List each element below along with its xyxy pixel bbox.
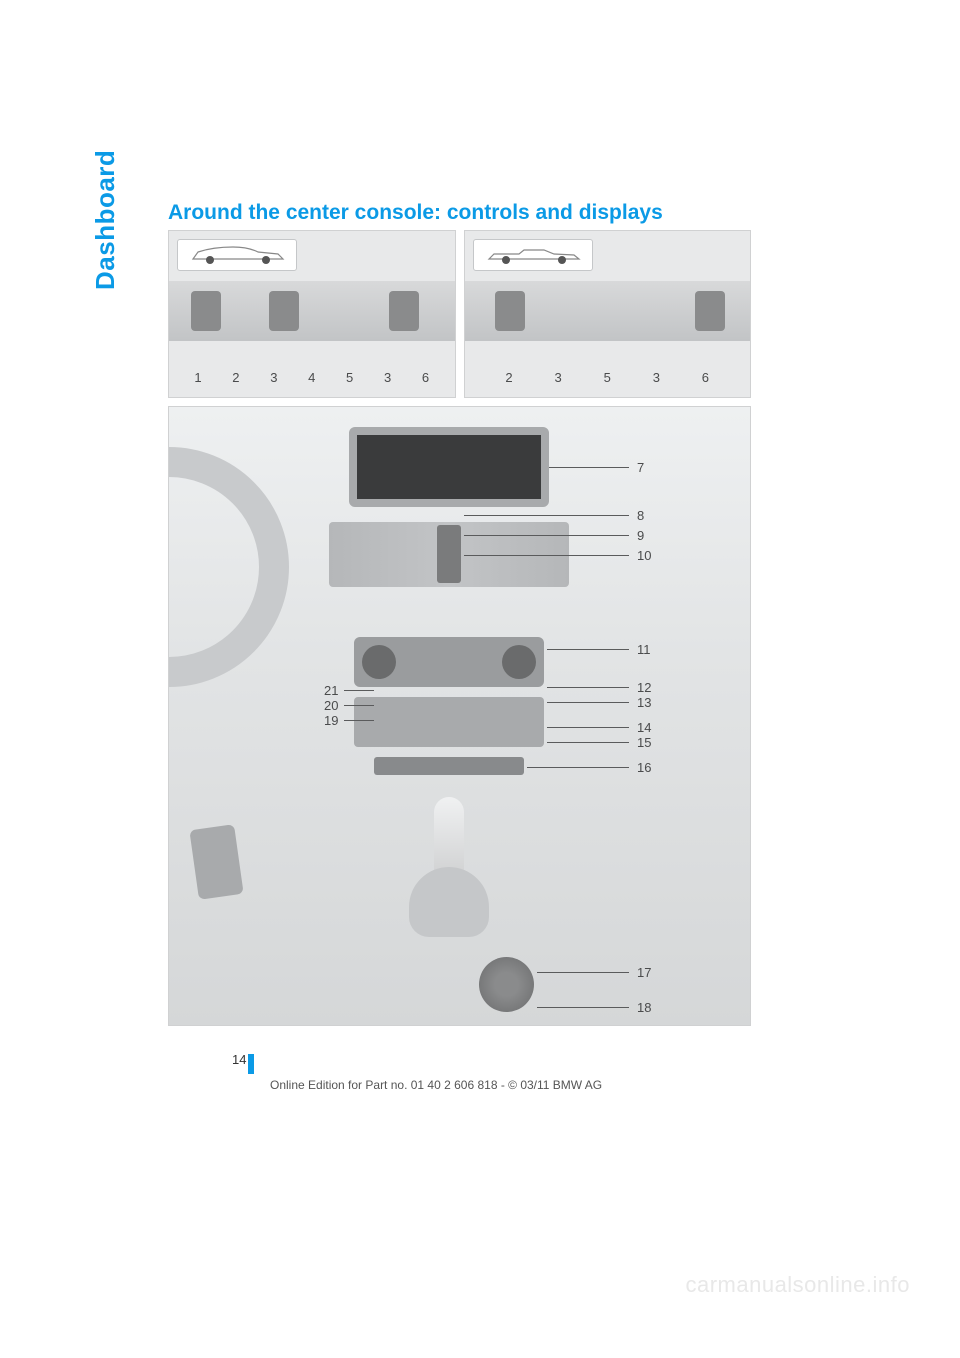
callout-row-top-left: 1 2 3 4 5 3 6 [169, 370, 455, 385]
callout-label-12: 12 [637, 680, 651, 695]
top-panel-coupe: 1 2 3 4 5 3 6 [168, 230, 456, 398]
footer-text: Online Edition for Part no. 01 40 2 606 … [270, 1078, 602, 1092]
vent-block [191, 291, 221, 331]
callout-num: 5 [346, 370, 353, 385]
climate-control-panel [354, 637, 544, 687]
callout-label-21: 21 [324, 683, 338, 698]
callout-num: 3 [653, 370, 660, 385]
climate-knob-right [502, 645, 536, 679]
gear-base [409, 867, 489, 937]
page-number-block: 14 [232, 1052, 254, 1074]
top-panel-convertible: 2 3 5 3 6 [464, 230, 752, 398]
callout-label-20: 20 [324, 698, 338, 713]
callout-num: 3 [270, 370, 277, 385]
callout-label-15: 15 [637, 735, 651, 750]
callout-num: 2 [232, 370, 239, 385]
lower-button-row [374, 757, 524, 775]
callout-line [464, 555, 629, 556]
callout-line [464, 515, 629, 516]
vent-block [389, 291, 419, 331]
figure-container: 1 2 3 4 5 3 6 2 3 [168, 230, 751, 1026]
figure-top-row: 1 2 3 4 5 3 6 2 3 [168, 230, 751, 398]
steering-wheel [168, 447, 289, 687]
callout-label-13: 13 [637, 695, 651, 710]
callout-label-10: 10 [637, 548, 651, 563]
callout-line [464, 535, 629, 536]
callout-label-9: 9 [637, 528, 644, 543]
sidebar-section-label: Dashboard [90, 150, 121, 290]
page-number-bar [248, 1054, 254, 1074]
callout-line [537, 972, 629, 973]
callout-line [344, 690, 374, 691]
callout-label-8: 8 [637, 508, 644, 523]
callout-num: 6 [702, 370, 709, 385]
callout-label-7: 7 [637, 460, 644, 475]
callout-line [537, 1007, 629, 1008]
callout-num: 2 [505, 370, 512, 385]
callout-row-top-right: 2 3 5 3 6 [465, 370, 751, 385]
convertible-icon [484, 244, 584, 264]
callout-line [547, 702, 629, 703]
callout-num: 5 [604, 370, 611, 385]
center-display-screen [349, 427, 549, 507]
callout-label-11: 11 [637, 642, 651, 657]
car-silhouette-coupe [177, 239, 297, 271]
callout-label-14: 14 [637, 720, 651, 735]
main-console-panel: 7 8 9 10 11 12 13 14 15 16 17 18 21 20 1… [168, 406, 751, 1026]
vent-block [269, 291, 299, 331]
section-title: Around the center console: controls and … [168, 201, 663, 225]
climate-knob-left [362, 645, 396, 679]
callout-line [547, 727, 629, 728]
callout-label-17: 17 [637, 965, 651, 980]
coupe-icon [188, 244, 288, 264]
callout-line [547, 742, 629, 743]
vent-block [495, 291, 525, 331]
car-silhouette-convertible [473, 239, 593, 271]
page-number: 14 [232, 1052, 246, 1067]
vent-block [695, 291, 725, 331]
idrive-controller [479, 957, 534, 1012]
callout-label-18: 18 [637, 1000, 651, 1015]
callout-line [527, 767, 629, 768]
callout-label-19: 19 [324, 713, 338, 728]
callout-num: 3 [384, 370, 391, 385]
watermark: carmanualsonline.info [685, 1272, 910, 1298]
callout-num: 6 [422, 370, 429, 385]
radio-panel [354, 697, 544, 747]
callout-line [547, 687, 629, 688]
callout-num: 4 [308, 370, 315, 385]
callout-num: 1 [194, 370, 201, 385]
center-button-column [437, 525, 461, 583]
gear-knob [434, 797, 464, 877]
callout-num: 3 [555, 370, 562, 385]
callout-label-16: 16 [637, 760, 651, 775]
pedal [189, 824, 243, 900]
callout-line [549, 467, 629, 468]
callout-line [344, 720, 374, 721]
callout-line [344, 705, 374, 706]
gear-shift [424, 797, 474, 937]
callout-line [547, 649, 629, 650]
